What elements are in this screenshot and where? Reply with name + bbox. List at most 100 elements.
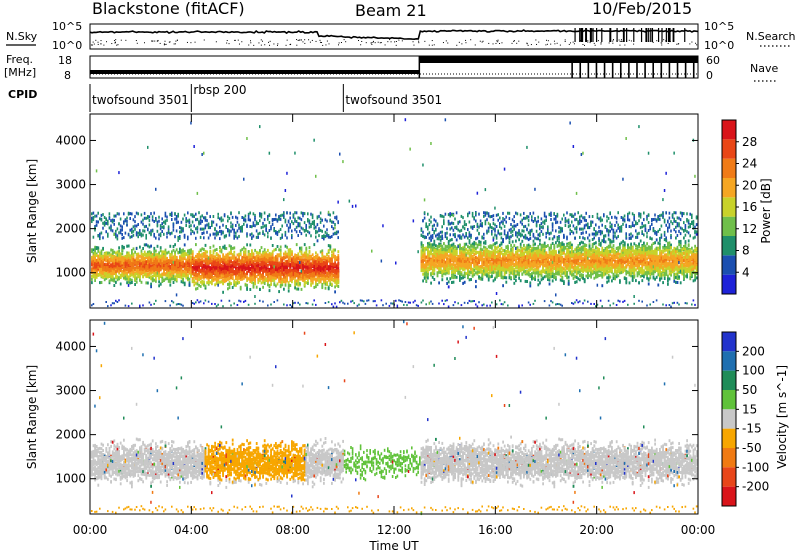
- nsearch-dot: [250, 40, 251, 41]
- power-cell: [149, 231, 151, 234]
- nsearch-dot: [624, 45, 625, 46]
- power-cell: [144, 254, 146, 257]
- power-cell: [152, 268, 154, 271]
- power-cell: [203, 255, 205, 258]
- power-cell: [115, 230, 117, 233]
- nsearch-dot: [633, 44, 634, 45]
- nsearch-dot: [366, 42, 367, 43]
- power-cell: [129, 281, 131, 284]
- power-cell: [152, 219, 154, 222]
- power-cell: [198, 301, 200, 303]
- power-cell: [195, 227, 197, 230]
- power-cell: [189, 272, 191, 275]
- nsearch-dot: [512, 43, 513, 44]
- power-cell: [142, 258, 144, 261]
- nsearch-dot: [361, 41, 362, 42]
- power-cell: [120, 269, 122, 272]
- nsearch-dot: [327, 41, 328, 42]
- power-cell: [208, 281, 210, 284]
- power-cell: [158, 263, 160, 266]
- power-cell: [117, 227, 119, 230]
- power-cell: [177, 303, 179, 305]
- power-cell: [104, 216, 106, 219]
- power-cell: [126, 256, 128, 259]
- power-cell: [91, 278, 93, 281]
- power-cell: [150, 304, 152, 306]
- power-cell: [101, 257, 103, 260]
- power-cell: [182, 305, 184, 307]
- power-cell: [139, 279, 141, 282]
- nsearch-dot: [286, 45, 287, 46]
- nsearch-dot: [338, 44, 339, 45]
- power-cell: [157, 221, 159, 224]
- nsky-lo-label: 10^0: [52, 39, 82, 52]
- power-cell: [161, 230, 163, 233]
- power-cell: [182, 258, 184, 261]
- nsearch-dot: [620, 41, 621, 42]
- nsearch-dot: [385, 44, 386, 45]
- power-cell: [91, 275, 93, 278]
- nsearch-dot: [322, 45, 323, 46]
- power-cell: [139, 246, 141, 249]
- power-cell: [177, 251, 179, 254]
- power-cell: [169, 276, 171, 279]
- nsearch-dot: [653, 42, 654, 43]
- power-cell: [153, 269, 155, 272]
- nsky-label: N.Sky: [6, 30, 38, 43]
- power-cell: [200, 263, 202, 266]
- nsearch-dot: [381, 42, 382, 43]
- power-cell: [201, 257, 203, 260]
- power-cell: [134, 261, 136, 264]
- nsearch-dot: [514, 40, 515, 41]
- power-cell: [168, 263, 170, 266]
- power-cell: [129, 217, 131, 220]
- power-cell: [104, 221, 106, 224]
- power-cell: [102, 247, 104, 250]
- power-cell: [169, 284, 171, 287]
- power-cell: [153, 257, 155, 260]
- nsearch-dot: [595, 45, 596, 46]
- nsearch-dot: [601, 42, 602, 43]
- power-cell: [105, 256, 107, 259]
- nsearch-dot: [164, 41, 165, 42]
- power-cell: [121, 233, 123, 236]
- power-cell: [145, 253, 147, 256]
- power-cell: [149, 272, 151, 275]
- date-title: 10/Feb/2015: [592, 0, 692, 18]
- power-cell: [91, 267, 93, 270]
- power-cell: [117, 254, 119, 257]
- power-cell: [205, 244, 207, 247]
- power-cell: [113, 260, 115, 263]
- power-cell: [134, 220, 136, 223]
- power-cell: [115, 273, 117, 276]
- rti-figure: Blackstone (fitACF) Beam 21 10/Feb/2015 …: [0, 0, 800, 554]
- nsearch-dot: [372, 42, 373, 43]
- power-cell: [117, 259, 119, 262]
- nsearch-spike: [592, 28, 593, 42]
- power-cell: [96, 269, 98, 272]
- power-cell: [187, 251, 189, 254]
- power-cell: [104, 272, 106, 275]
- power-cell: [203, 302, 205, 304]
- nsearch-dot: [518, 41, 519, 42]
- power-cell: [94, 215, 96, 218]
- power-cell: [141, 250, 143, 253]
- power-cell: [149, 219, 151, 222]
- power-cell: [165, 249, 167, 252]
- power-cell: [193, 257, 195, 260]
- nsearch-dot: [344, 39, 345, 40]
- power-scatter: [200, 216, 202, 219]
- nsearch-dot: [187, 42, 188, 43]
- power-cell: [109, 265, 111, 268]
- power-cell: [205, 300, 207, 302]
- power-cell: [126, 224, 128, 227]
- nsearch-dot: [587, 42, 588, 43]
- power-cell: [105, 230, 107, 233]
- power-scatter: [208, 257, 210, 260]
- nsearch-dot: [358, 40, 359, 41]
- power-cell: [184, 236, 186, 239]
- nave-label: Nave: [750, 62, 778, 75]
- power-cell: [161, 259, 163, 262]
- power-cell: [184, 267, 186, 270]
- power-cell: [126, 217, 128, 220]
